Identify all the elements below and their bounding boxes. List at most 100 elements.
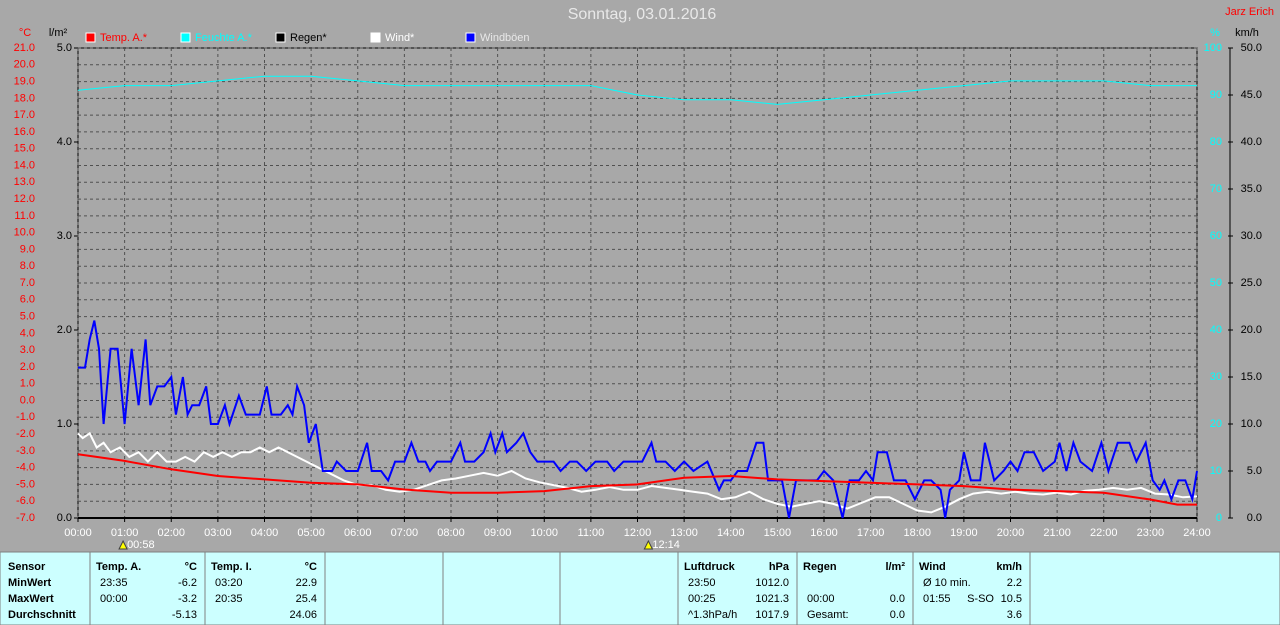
x-tick-label: 21:00 [1043, 527, 1071, 539]
y-tick-label: -2.0 [16, 428, 35, 440]
column-unit: km/h [996, 561, 1022, 573]
y-tick-label: 80 [1210, 136, 1222, 148]
time-marker [118, 539, 128, 550]
y-tick-label: 15.0 [1241, 371, 1262, 383]
y-tick-label: 15.0 [14, 143, 35, 155]
cell: 1021.3 [755, 593, 789, 605]
row-label: MinWert [8, 577, 52, 589]
y-tick-label: 5.0 [1247, 465, 1262, 477]
y-tick-label: 18.0 [14, 92, 35, 104]
legend-label: Temp. A.* [100, 32, 148, 44]
x-tick-label: 15:00 [764, 527, 792, 539]
y-tick-label: 11.0 [14, 210, 35, 222]
cell: Gesamt: [807, 609, 849, 621]
y-tick-label: 1.0 [20, 378, 35, 390]
column-unit: °C [305, 561, 317, 573]
x-tick-label: 11:00 [578, 527, 605, 539]
y-tick-label: 70 [1210, 183, 1222, 195]
x-tick-label: 19:00 [950, 527, 978, 539]
y-tick-label: 21.0 [14, 42, 35, 54]
y-tick-label: 100 [1204, 42, 1222, 54]
y-tick-label: 10.0 [1241, 418, 1262, 430]
y-tick-label: -5.0 [16, 478, 35, 490]
y-tick-label: 45.0 [1241, 89, 1262, 101]
cell: Ø 10 min. [923, 577, 971, 589]
y-tick-label: 2.0 [20, 361, 35, 373]
x-tick-label: 08:00 [437, 527, 465, 539]
y-tick-label: 5.0 [20, 310, 35, 322]
y-tick-label: 35.0 [1241, 183, 1262, 195]
y-tick-label: 60 [1210, 230, 1222, 242]
y-tick-label: -3.0 [16, 445, 35, 457]
x-tick-label: 05:00 [297, 527, 325, 539]
stats-panel [0, 551, 1280, 625]
y-tick-label: 30.0 [1241, 230, 1262, 242]
column-unit: °C [185, 561, 197, 573]
y-tick-label: 4.0 [57, 136, 72, 148]
series-line [77, 453, 1197, 506]
legend-swatch [275, 32, 286, 43]
cell: 2.2 [1007, 577, 1022, 589]
y-tick-label: 0.0 [57, 512, 72, 524]
y-tick-label: 25.0 [1241, 277, 1262, 289]
y-tick-label: 3.0 [20, 344, 35, 356]
x-tick-label: 22:00 [1090, 527, 1118, 539]
legend-label: Wind* [385, 32, 415, 44]
cell: 00:00 [100, 593, 128, 605]
x-tick-label: 24:00 [1183, 527, 1211, 539]
y-tick-label: 0 [1216, 512, 1222, 524]
cell: 23:50 [688, 577, 716, 589]
y-tick-label: 20.0 [14, 59, 35, 71]
x-tick-label: 00:00 [64, 527, 92, 539]
cell: 22.9 [296, 577, 317, 589]
x-tick-label: 12:00 [624, 527, 652, 539]
cell: 00:25 [688, 593, 716, 605]
y-tick-label: 1.0 [57, 418, 72, 430]
x-tick-label: 09:00 [484, 527, 512, 539]
y-tick-label: 3.0 [57, 230, 72, 242]
y-tick-label: 17.0 [14, 109, 35, 121]
cell: 1012.0 [755, 577, 789, 589]
legend-swatch [85, 32, 96, 43]
column-title: Temp. I. [211, 561, 252, 573]
y-tick-label: -6.0 [16, 495, 35, 507]
legend-label: Regen* [290, 32, 327, 44]
row-label: Sensor [8, 561, 46, 573]
cell: 1017.9 [755, 609, 789, 621]
cell: -5.13 [172, 609, 197, 621]
x-tick-label: 02:00 [157, 527, 185, 539]
y-tick-label: -1.0 [16, 411, 35, 423]
legend-label: Windböen [480, 32, 530, 44]
y-tick-label: 20.0 [1241, 324, 1262, 336]
row-label: MaxWert [8, 593, 54, 605]
y-tick-label: 0.0 [1247, 512, 1262, 524]
x-tick-label: 17:00 [857, 527, 885, 539]
y-tick-label: 14.0 [14, 159, 35, 171]
column-title: Wind [919, 561, 946, 573]
cell: 0.0 [890, 593, 905, 605]
cell: 03:20 [215, 577, 243, 589]
legend-label: Feuchte A.* [195, 32, 253, 44]
cell: 10.5 [1001, 593, 1022, 605]
station-name: Jarz Erich [1225, 6, 1274, 18]
y-tick-label: 0.0 [20, 394, 35, 406]
y-tick-label: 13.0 [14, 176, 35, 188]
y-tick-label: 40 [1210, 324, 1222, 336]
x-tick-label: 07:00 [391, 527, 419, 539]
x-tick-label: 16:00 [810, 527, 838, 539]
y-tick-label: -7.0 [16, 512, 35, 524]
column-title: Regen [803, 561, 837, 573]
legend-swatch [370, 32, 381, 43]
axis-unit: l/m² [49, 27, 68, 39]
y-tick-label: 10 [1210, 465, 1222, 477]
cell: ^1.3hPa/h [688, 609, 737, 621]
cell: -6.2 [178, 577, 197, 589]
series-line [77, 75, 1197, 105]
x-tick-label: 13:00 [670, 527, 698, 539]
column-unit: l/m² [885, 561, 905, 573]
x-tick-label: 23:00 [1137, 527, 1165, 539]
axis-unit: °C [19, 27, 31, 39]
axis-unit: % [1210, 27, 1220, 39]
legend-swatch [180, 32, 191, 43]
series-line [77, 431, 1198, 514]
